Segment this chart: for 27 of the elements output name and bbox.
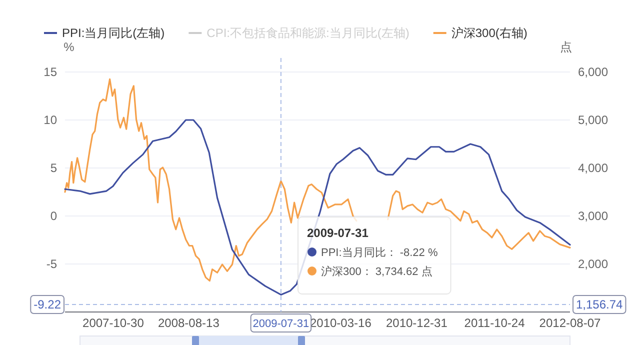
y-tick-label: 5 [50, 161, 58, 175]
y2-tick-label: 6,000 [578, 65, 608, 79]
ref-line-label: 2009-07-31 [252, 318, 310, 330]
annotation: PPI:当月同比： -8.22 % [321, 246, 438, 259]
y-axis-title: % [64, 40, 75, 54]
x-tick-label: 2012-08-07 [539, 316, 602, 330]
y2-tick-label: 2,000 [578, 257, 608, 271]
y2-tick-label: 3,000 [578, 209, 608, 223]
x-tick-label: 2010-03-16 [310, 316, 372, 330]
y2-axis-title: 点 [560, 40, 572, 54]
ref-line-label: -9.22 [34, 298, 62, 312]
annotation: 沪深300： 3,734.62 点 [321, 265, 432, 278]
x-tick-label: 2011-10-24 [464, 316, 526, 330]
y-tick-label: 0 [50, 209, 58, 223]
x-tick-label: 2008-08-13 [158, 316, 220, 330]
legend-label: 沪深300(右轴) [451, 26, 528, 40]
y-tick-label: 15 [44, 65, 58, 79]
x-tick-label: 2007-10-30 [82, 316, 144, 330]
y-tick-label: -5 [46, 257, 58, 271]
line-series [64, 119, 571, 296]
annotation: 2009-07-31 [307, 226, 369, 240]
y2-tick-label: 5,000 [578, 113, 608, 127]
y2-tick-label: 4,000 [578, 161, 608, 175]
x-tick-label: 2010-12-31 [386, 316, 448, 330]
y-tick-label: 10 [44, 113, 58, 127]
text: 1,156.74 [576, 298, 624, 312]
legend-label: PPI:当月同比(左轴) [62, 26, 165, 40]
